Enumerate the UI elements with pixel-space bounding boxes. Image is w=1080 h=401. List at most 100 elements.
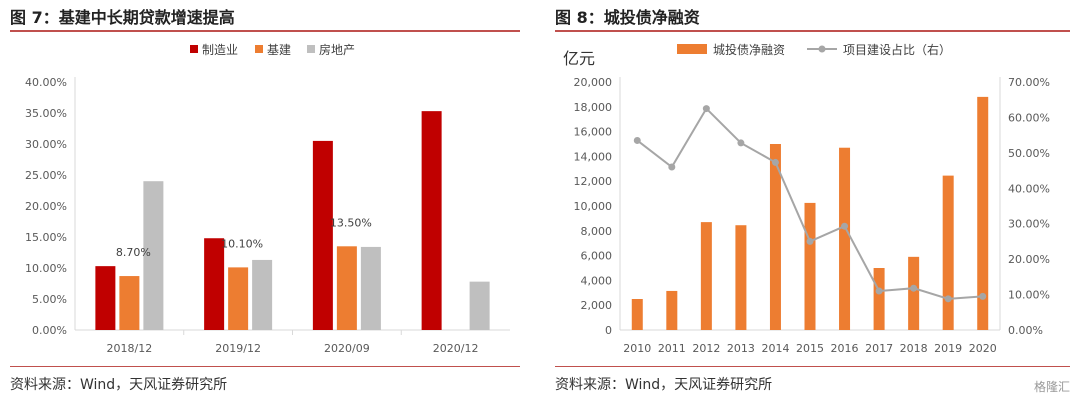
figure-7-title: 图 7：基建中长期贷款增速提高 [10,8,235,27]
bar-城投债净融资 [873,268,885,330]
bar-城投债净融资 [631,299,643,330]
x-tick-label: 2019/12 [215,342,261,355]
y-tick-label: 0.00% [32,324,67,337]
x-tick-label: 2020/09 [324,342,370,355]
data-label: 13.50% [330,216,372,229]
bar-基建 [228,267,249,330]
line-point [633,136,641,144]
figure-7-chart: 0.00% 5.00% 10.00% 15.00% 20.00% 25.00% 30.00%… [25,42,510,355]
line-point [944,295,952,303]
figure-7-title-rule [10,30,520,32]
x-tick-label: 2011 [658,342,686,355]
x-tick-label: 2018/12 [107,342,153,355]
line-point [668,163,676,171]
y-tick-label: 0 [605,324,612,337]
figure-7-source-rule [10,366,520,367]
y-tick-label: 25.00% [25,169,67,182]
x-tick-label: 2018 [900,342,928,355]
bar-基建 [119,276,140,330]
figure-8-chart: 亿元 0 2,000 4,000 6,000 8,000 10,000 12,000 14,00… [563,42,1050,355]
bar-基建 [336,246,357,330]
x-tick-label: 2013 [727,342,755,355]
y-tick-label: 6,000 [581,250,613,263]
line-point [702,105,710,113]
y-tick-label: 2,000 [581,299,613,312]
y-tick-label: 30.00% [25,138,67,151]
y2-tick-label: 20.00% [1008,253,1050,266]
figure-8-source-rule [555,366,1070,367]
bar-房地产 [469,281,490,330]
line-point [737,139,745,147]
bar-制造业 [312,140,333,330]
x-tick-label: 2012 [692,342,720,355]
x-tick-label: 2020 [969,342,997,355]
figure-8-title: 图 8：城投债净融资 [555,8,700,27]
y-axis-unit-label: 亿元 [563,49,595,68]
x-tick-label: 2014 [761,342,789,355]
x-tick-label: 2010 [623,342,651,355]
line-point [875,287,883,295]
bar-城投债净融资 [804,202,816,330]
y2-tick-label: 0.00% [1008,324,1043,337]
y-tick-label: 12,000 [574,175,613,188]
legend-label: 制造业 [202,43,238,57]
line-point [841,222,849,230]
bar-房地产 [143,181,164,330]
legend-label: 项目建设占比（右） [843,42,951,57]
legend-line-marker [818,45,826,53]
y2-tick-label: 30.00% [1008,218,1050,231]
y-tick-label: 20.00% [25,200,67,213]
legend-swatch-制造业 [190,45,198,53]
figure-8-source: 资料来源：Wind，天风证券研究所 [555,377,773,393]
figure-7-source: 资料来源：Wind，天风证券研究所 [10,377,228,393]
x-tick-label: 2016 [831,342,859,355]
legend-label: 基建 [267,43,291,57]
figure-7-panel: 图 7：基建中长期贷款增速提高 0.00% 5.00% 10.00% 15.00% 20… [0,0,530,401]
legend-swatch-房地产 [307,45,315,53]
legend-label: 城投债净融资 [713,42,785,57]
bar-城投债净融资 [700,222,712,330]
bar-城投债净融资 [977,96,989,330]
bar-制造业 [421,111,442,330]
y-tick-label: 16,000 [574,126,613,139]
x-tick-label: 2020/12 [433,342,479,355]
y-tick-label: 18,000 [574,101,613,114]
y2-tick-label: 60.00% [1008,111,1050,124]
legend-swatch-基建 [255,45,263,53]
y2-tick-label: 40.00% [1008,182,1050,195]
bar-城投债净融资 [942,175,954,330]
bar-城投债净融资 [839,147,851,330]
line-point [806,237,814,245]
line-point [979,292,987,300]
y-tick-label: 40.00% [25,76,67,89]
bar-制造业 [95,266,116,330]
line-point [910,284,918,292]
x-tick-label: 2019 [934,342,962,355]
bar-房地产 [360,246,381,330]
bar-城投债净融资 [908,256,920,330]
y-tick-label: 10,000 [574,200,613,213]
y-tick-label: 15.00% [25,231,67,244]
y-tick-label: 8,000 [581,225,613,238]
bar-城投债净融资 [769,144,781,330]
figure-8-panel: 图 8：城投债净融资 亿元 0 2,000 4,000 6,000 8,000 10,000… [545,0,1080,401]
y-tick-label: 20,000 [574,76,613,89]
bar-房地产 [252,259,273,330]
y2-tick-label: 50.00% [1008,147,1050,160]
bar-城投债净融资 [735,225,747,330]
x-tick-label: 2015 [796,342,824,355]
y-tick-label: 35.00% [25,107,67,120]
y2-tick-label: 70.00% [1008,76,1050,89]
watermark-logo: 格隆汇 [1033,380,1070,394]
y-tick-label: 10.00% [25,262,67,275]
y-tick-label: 4,000 [581,274,613,287]
y-tick-label: 14,000 [574,150,613,163]
line-point [771,158,779,166]
y2-tick-label: 10.00% [1008,289,1050,302]
bar-城投债净融资 [666,290,678,330]
data-label: 10.10% [221,237,263,250]
figure-8-title-rule [555,30,1070,32]
bar-制造业 [204,238,225,330]
y-tick-label: 5.00% [32,293,67,306]
legend-label: 房地产 [319,42,355,57]
